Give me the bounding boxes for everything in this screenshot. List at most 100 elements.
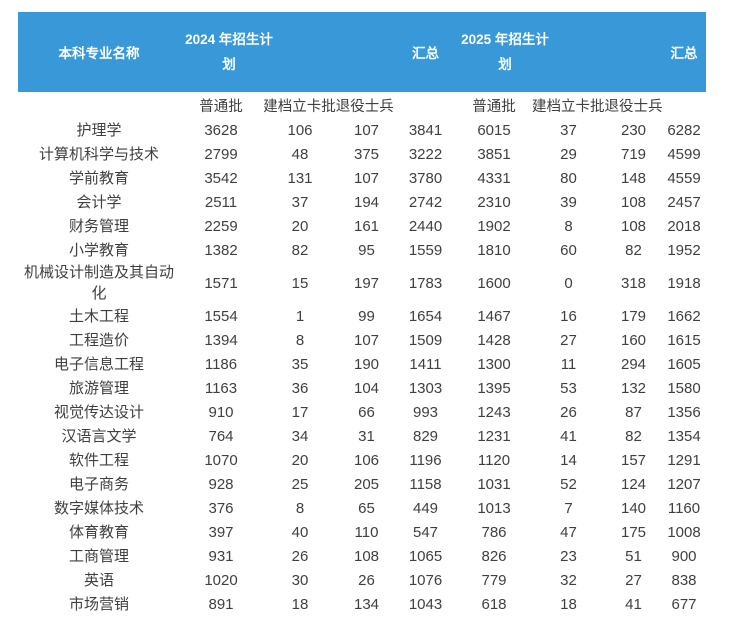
value-cell-2025-special: 16 (560, 307, 577, 325)
value-cell-2025-general: 786 (481, 523, 507, 541)
value-cell-2025-summary: 1605 (667, 355, 701, 373)
value-cell-2024-summary: 1158 (409, 475, 442, 493)
major-name-cell: 学前教育 (68, 169, 129, 187)
table-body: 护理学 3628 106 107 3841 6015 37 230 6282 计… (18, 118, 706, 616)
value-cell-2025-veteran: 157 (620, 451, 647, 469)
table-row: 英语 1020 30 26 1076 779 32 27 838 (18, 568, 706, 592)
header-spacer-cell (338, 12, 395, 92)
subheader-spacer-cell (395, 92, 456, 118)
value-cell-2025-general: 1031 (477, 475, 511, 493)
value-cell-2024-summary: 829 (412, 427, 439, 445)
value-cell-2025-summary: 838 (671, 571, 697, 589)
value-cell-2024-general: 1070 (204, 451, 238, 469)
value-cell-2025-summary: 1291 (667, 451, 701, 469)
value-cell-2024-veteran: 95 (358, 241, 375, 259)
value-cell-2025-veteran: 160 (620, 331, 647, 349)
value-cell-2024-summary: 1043 (408, 595, 443, 613)
value-cell-2024-special: 1 (295, 307, 305, 325)
value-cell-2025-special: 60 (560, 241, 577, 259)
value-cell-2024-summary: 3780 (408, 169, 443, 187)
value-cell-2024-summary: 1411 (409, 355, 442, 373)
value-cell-2024-summary: 1654 (408, 307, 443, 325)
table-row: 小学教育 1382 82 95 1559 1810 60 82 1952 (18, 238, 706, 262)
value-cell-2024-special: 18 (291, 595, 309, 613)
value-cell-2024-general: 1186 (204, 355, 238, 373)
value-cell-2024-special: 82 (291, 241, 309, 259)
table-row: 学前教育 3542 131 107 3780 4331 80 148 4559 (18, 166, 706, 190)
value-cell-2024-summary: 449 (412, 499, 439, 517)
value-cell-2024-general: 397 (208, 523, 234, 541)
value-cell-2025-veteran: 82 (625, 427, 642, 445)
value-cell-2025-special: 32 (560, 571, 577, 589)
value-cell-2025-veteran: 719 (620, 145, 647, 163)
value-cell-2025-summary: 2018 (667, 217, 701, 235)
group-label-2025: 2025 年招生计划 (461, 32, 549, 72)
major-name-cell: 小学教育 (68, 241, 129, 259)
value-cell-2025-veteran: 294 (620, 355, 647, 373)
col-subheader-2024-general: 普通批 (180, 92, 262, 118)
value-cell-2025-summary: 1160 (667, 499, 701, 517)
value-cell-2024-general: 2511 (204, 193, 238, 211)
value-cell-2025-general: 1902 (477, 217, 511, 235)
value-cell-2024-veteran: 106 (353, 451, 380, 469)
major-name-cell: 工商管理 (68, 547, 129, 565)
value-cell-2024-summary: 3841 (408, 121, 443, 139)
value-cell-2024-general: 2799 (204, 145, 238, 163)
value-cell-2025-special: 52 (560, 475, 577, 493)
table-row: 电子信息工程 1186 35 190 1411 1300 11 294 1605 (18, 352, 706, 376)
col-header-2025-group: 2025 年招生计划 (456, 12, 549, 92)
value-cell-2024-summary: 1065 (408, 547, 443, 565)
value-cell-2025-veteran: 175 (620, 523, 647, 541)
enrollment-plan-table: 本科专业名称 2024 年招生计划 汇总 2025 年招生计划 汇总 普通批 建… (18, 12, 706, 616)
table-head: 本科专业名称 2024 年招生计划 汇总 2025 年招生计划 汇总 普通批 建… (18, 12, 706, 118)
header-spacer-cell (262, 12, 338, 92)
table-row: 视觉传达设计 910 17 66 993 1243 26 87 1356 (18, 400, 706, 424)
value-cell-2025-general: 1243 (477, 403, 511, 421)
value-cell-2024-general: 931 (208, 547, 234, 565)
value-cell-2025-special: 41 (560, 427, 577, 445)
value-cell-2025-veteran: 132 (620, 379, 647, 397)
value-cell-2024-special: 15 (291, 274, 309, 292)
col-header-2024-group: 2024 年招生计划 (180, 12, 273, 92)
value-cell-2024-special: 106 (287, 121, 313, 139)
major-name-cell: 英语 (83, 571, 114, 589)
group-label-2024: 2024 年招生计划 (185, 32, 273, 72)
value-cell-2024-veteran: 110 (354, 523, 379, 541)
value-cell-2024-veteran: 107 (353, 331, 380, 349)
value-cell-2024-veteran: 107 (353, 169, 380, 187)
col-subheader-2024-special: 建档立卡批退役士兵 (262, 92, 395, 118)
value-cell-2024-summary: 3222 (408, 145, 443, 163)
table-row: 数字媒体技术 376 8 65 449 1013 7 140 1160 (18, 496, 706, 520)
value-cell-2024-summary: 1196 (409, 451, 442, 469)
value-cell-2025-veteran: 124 (620, 475, 647, 493)
value-cell-2024-veteran: 26 (358, 571, 375, 589)
value-cell-2025-summary: 677 (671, 595, 697, 613)
value-cell-2024-summary: 2440 (408, 217, 443, 235)
value-cell-2024-veteran: 107 (353, 121, 380, 139)
header-spacer-cell (532, 12, 605, 92)
value-cell-2025-general: 3851 (477, 145, 511, 163)
value-cell-2024-special: 48 (291, 145, 309, 163)
value-cell-2024-general: 2259 (204, 217, 238, 235)
value-cell-2025-special: 7 (564, 499, 573, 517)
value-cell-2025-special: 80 (560, 169, 577, 187)
value-cell-2025-special: 47 (560, 523, 577, 541)
major-name-cell: 市场营销 (68, 595, 129, 613)
value-cell-2024-special: 30 (291, 571, 309, 589)
value-cell-2025-veteran: 27 (625, 571, 642, 589)
value-cell-2024-general: 1382 (204, 241, 238, 259)
value-cell-2024-summary: 993 (412, 403, 439, 421)
value-cell-2025-special: 14 (560, 451, 577, 469)
value-cell-2025-special: 18 (560, 595, 577, 613)
major-name-cell: 护理学 (76, 121, 122, 139)
value-cell-2024-veteran: 108 (353, 547, 380, 565)
value-cell-2024-general: 891 (208, 595, 234, 613)
value-cell-2025-general: 6015 (477, 121, 511, 139)
value-cell-2025-special: 23 (560, 547, 577, 565)
value-cell-2025-general: 1231 (477, 427, 511, 445)
value-cell-2025-summary: 1008 (667, 523, 701, 541)
value-cell-2025-veteran: 318 (620, 274, 647, 292)
table-row: 软件工程 1070 20 106 1196 1120 14 157 1291 (18, 448, 706, 472)
value-cell-2025-veteran: 148 (620, 169, 647, 187)
value-cell-2024-veteran: 31 (358, 427, 375, 445)
